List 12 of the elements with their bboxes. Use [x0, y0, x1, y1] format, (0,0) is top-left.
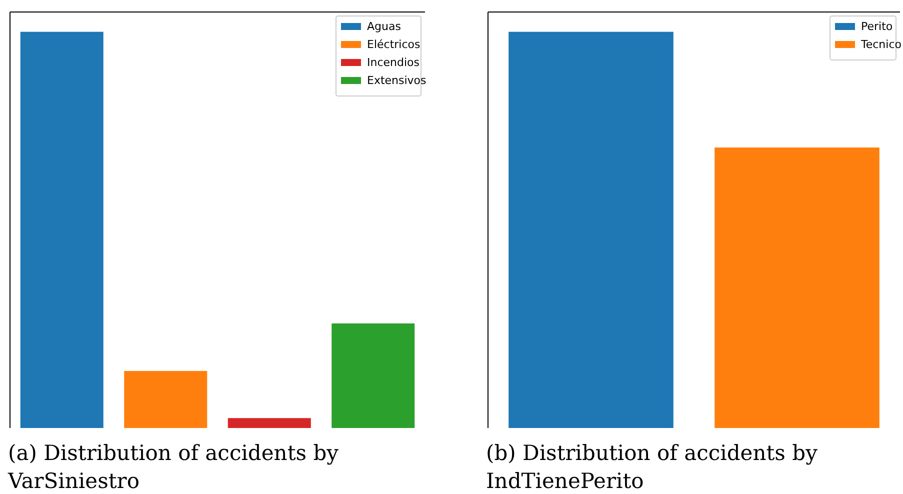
- bar: [20, 32, 104, 428]
- bar: [228, 418, 311, 428]
- legend-label: Extensivos: [367, 74, 427, 87]
- legend-label: Perito: [861, 20, 893, 33]
- bar: [332, 323, 415, 428]
- legend-label: Tecnico: [860, 38, 902, 51]
- legend-label: Eléctricos: [367, 38, 420, 51]
- legend-label: Incendios: [367, 56, 420, 69]
- bar: [124, 370, 208, 428]
- text: (b) Distribution of accidents by IndTienePerito: [486, 441, 818, 493]
- legend-label: Aguas: [367, 20, 402, 33]
- text: (a) Distribution of accidents by VarSiniestro: [7, 441, 339, 493]
